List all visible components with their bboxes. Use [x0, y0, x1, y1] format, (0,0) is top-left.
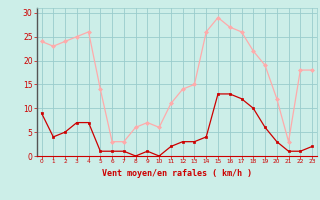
X-axis label: Vent moyen/en rafales ( km/h ): Vent moyen/en rafales ( km/h )	[102, 169, 252, 178]
